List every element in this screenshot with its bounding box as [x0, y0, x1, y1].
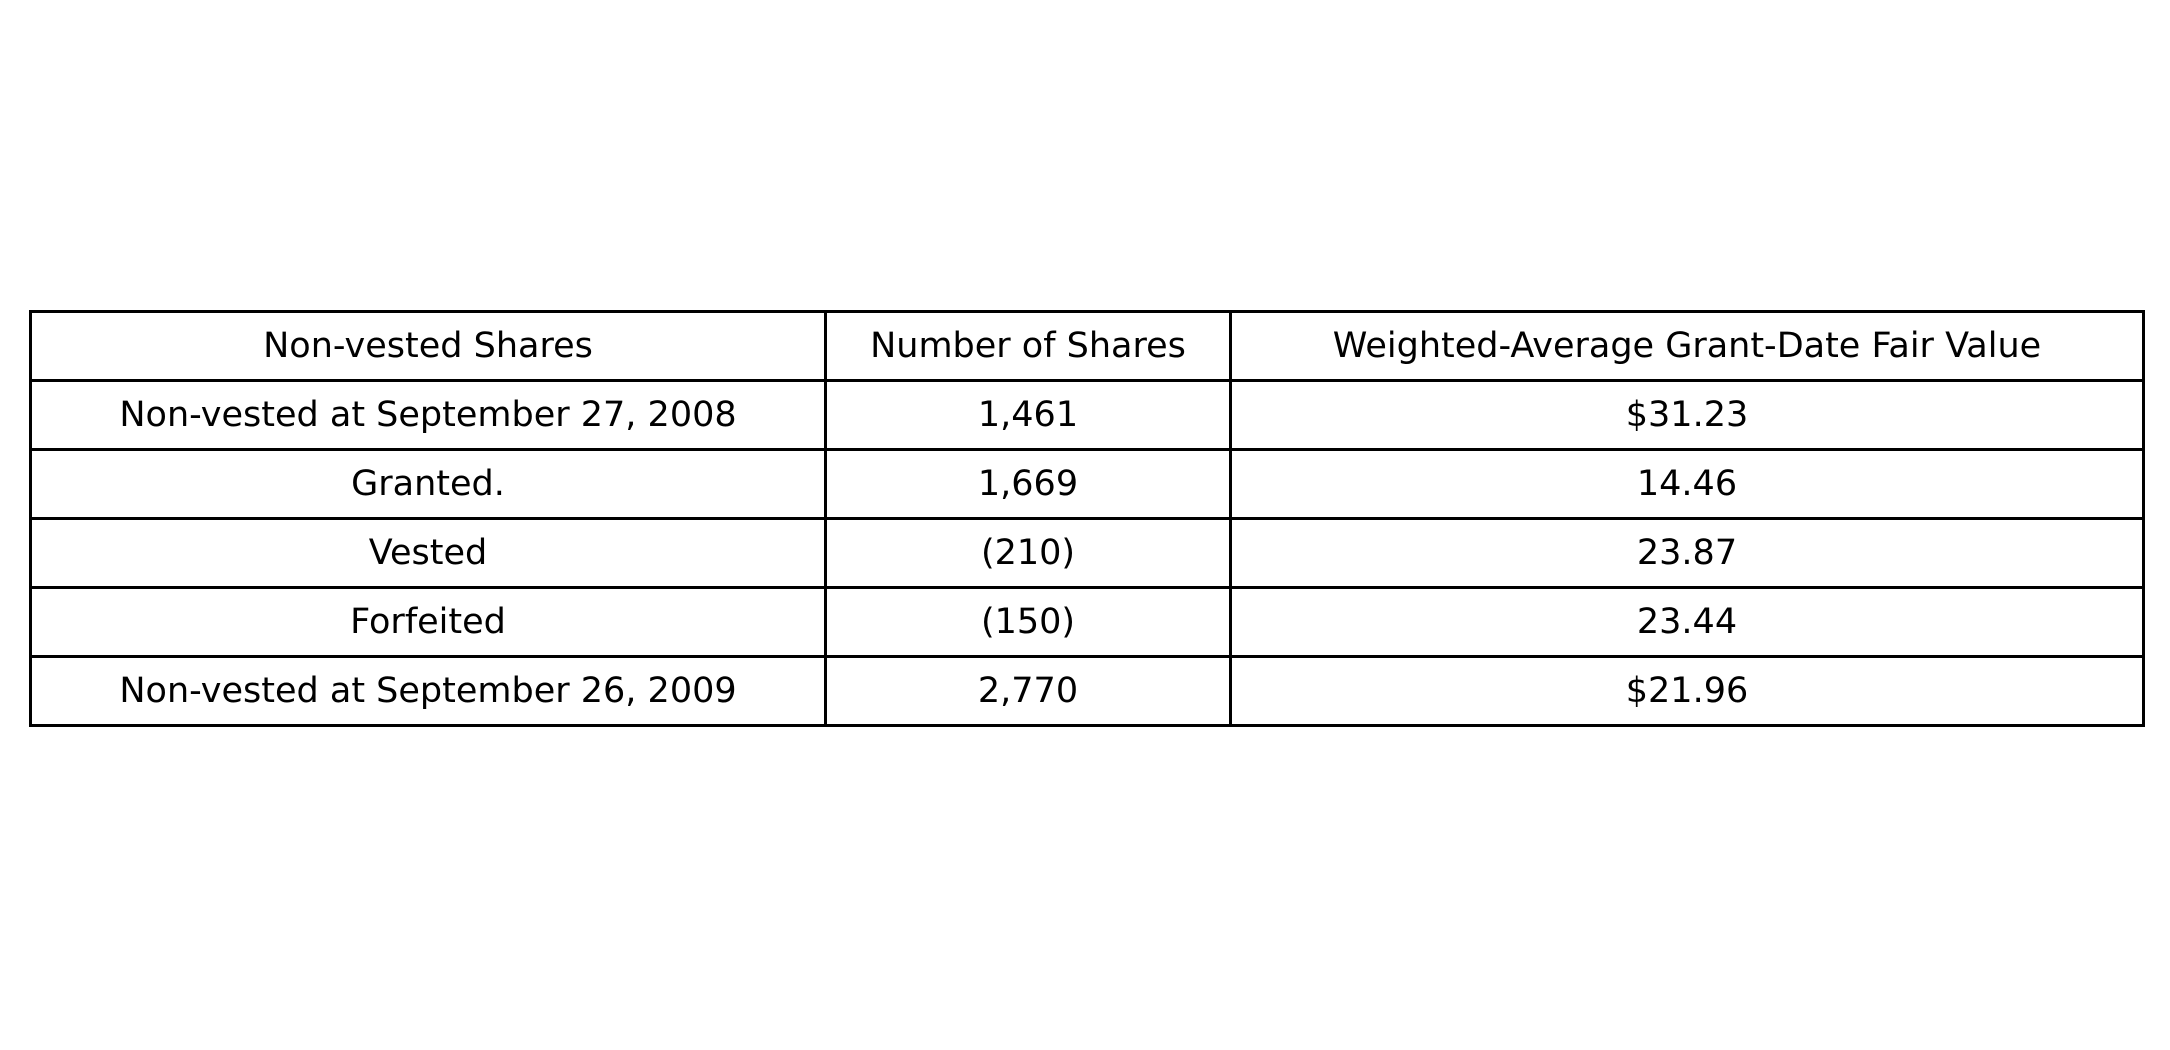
- table-cell: 23.44: [1229, 586, 2145, 658]
- table-cell: $31.23: [1229, 379, 2145, 451]
- table-cell: 1,461: [824, 379, 1232, 451]
- table-cell: (210): [824, 517, 1232, 589]
- table-cell: 2,770: [824, 655, 1232, 727]
- header-row: Non-vested Shares Number of Shares Weigh…: [29, 310, 2145, 382]
- table-container: Non-vested Shares Number of Shares Weigh…: [29, 310, 2145, 727]
- table-cell: Non-vested at September 26, 2009: [29, 655, 827, 727]
- table-cell: 14.46: [1229, 448, 2145, 520]
- table-cell: (150): [824, 586, 1232, 658]
- table-row: Vested (210) 23.87: [29, 517, 2145, 589]
- table-cell: 1,669: [824, 448, 1232, 520]
- table-cell: Granted.: [29, 448, 827, 520]
- table-cell: Forfeited: [29, 586, 827, 658]
- non-vested-shares-table: Non-vested Shares Number of Shares Weigh…: [29, 310, 2145, 727]
- table-row: Forfeited (150) 23.44: [29, 586, 2145, 658]
- table-cell: 23.87: [1229, 517, 2145, 589]
- table-row: Non-vested at September 27, 2008 1,461 $…: [29, 379, 2145, 451]
- column-header: Weighted-Average Grant-Date Fair Value: [1229, 310, 2145, 382]
- table-row: Non-vested at September 26, 2009 2,770 $…: [29, 655, 2145, 727]
- table-cell: Vested: [29, 517, 827, 589]
- column-header: Number of Shares: [824, 310, 1232, 382]
- table-row: Granted. 1,669 14.46: [29, 448, 2145, 520]
- column-header: Non-vested Shares: [29, 310, 827, 382]
- table-cell: Non-vested at September 27, 2008: [29, 379, 827, 451]
- table-cell: $21.96: [1229, 655, 2145, 727]
